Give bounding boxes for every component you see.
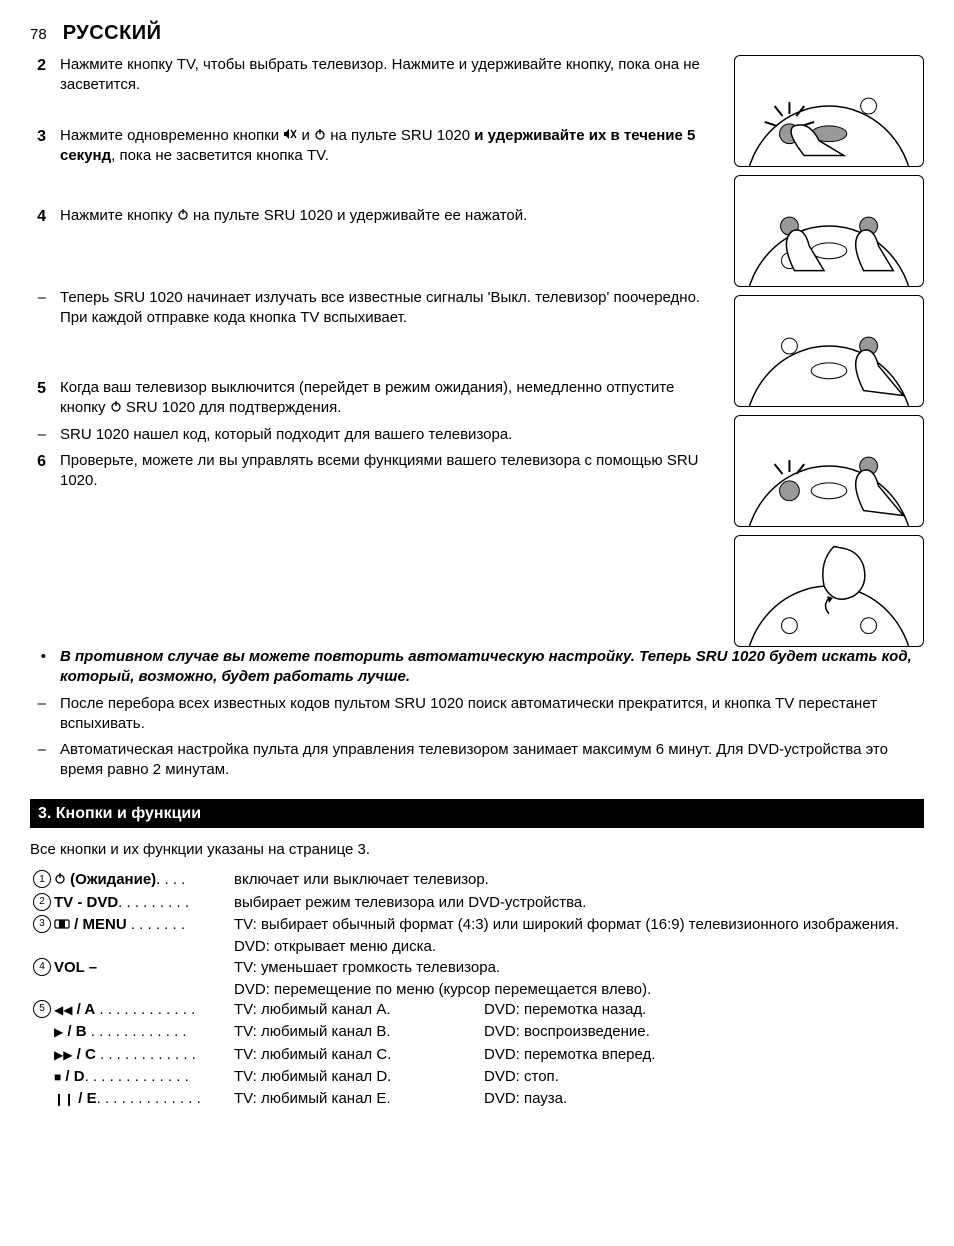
dash-marker: –	[30, 694, 46, 735]
favorite-dvd-desc: DVD: стоп.	[484, 1067, 924, 1087]
step-number: 6	[30, 451, 46, 492]
favorite-dvd-desc: DVD: пауза.	[484, 1089, 924, 1109]
step-3: 3 Нажмите одновременно кнопки и на пульт…	[30, 126, 718, 167]
remote-diagram-3	[734, 295, 924, 407]
step-4: 4 Нажмите кнопку на пульте SRU 1020 и уд…	[30, 206, 718, 228]
section-heading: 3. Кнопки и функции	[30, 799, 924, 829]
circle-number-icon: 1	[33, 870, 51, 888]
step-2: 2 Нажмите кнопку TV, чтобы выбрать телев…	[30, 55, 718, 96]
favorite-label: ▶▶ / C . . . . . . . . . . . .	[54, 1045, 234, 1065]
function-favorite-row: ■ / D. . . . . . . . . . . . .TV: любимы…	[30, 1067, 924, 1087]
function-subdesc: DVD: перемещение по меню (курсор перемещ…	[234, 980, 924, 1000]
dash-item: – SRU 1020 нашел код, который подходит д…	[30, 425, 718, 445]
bullet-item: • В противном случае вы можете повторить…	[30, 647, 924, 688]
function-favorite-row: ▶ / B . . . . . . . . . . . .TV: любимый…	[30, 1022, 924, 1042]
remote-diagram-4	[734, 415, 924, 527]
dash-item: – После перебора всех известных кодов пу…	[30, 694, 924, 735]
function-desc: TV: выбирает обычный формат (4:3) или ши…	[234, 915, 924, 935]
circle-number-icon: 2	[33, 893, 51, 911]
function-row-4: 4 VOL – TV: уменьшает громкость телевизо…	[30, 958, 924, 978]
favorite-label: ▶ / B . . . . . . . . . . . .	[54, 1022, 234, 1042]
function-label: VOL –	[54, 958, 234, 978]
function-subdesc: DVD: открывает меню диска.	[234, 937, 924, 957]
dash-marker: –	[30, 288, 46, 329]
function-favorite-row: ▶▶ / C . . . . . . . . . . . .TV: любимы…	[30, 1045, 924, 1065]
step-text: Нажмите кнопку на пульте SRU 1020 и удер…	[60, 206, 718, 228]
favorite-dvd-desc: DVD: перемотка назад.	[484, 1000, 924, 1020]
function-favorite-row: 5◀◀ / A . . . . . . . . . . . .TV: любим…	[30, 1000, 924, 1020]
step-text: Нажмите одновременно кнопки и на пульте …	[60, 126, 718, 167]
function-label: / MENU . . . . . . .	[54, 915, 234, 935]
step-text: Когда ваш телевизор выключится (перейдет…	[60, 378, 718, 419]
step-5: 5 Когда ваш телевизор выключится (перейд…	[30, 378, 718, 419]
power-icon	[110, 398, 122, 418]
step-text: Проверьте, можете ли вы управлять всеми …	[60, 451, 718, 492]
main-text-column: 2 Нажмите кнопку TV, чтобы выбрать телев…	[30, 55, 718, 647]
dash-marker: –	[30, 425, 46, 445]
favorite-label: ◀◀ / A . . . . . . . . . . . .	[54, 1000, 234, 1020]
favorite-tv-desc: TV: любимый канал E.	[234, 1089, 484, 1109]
diagram-column	[734, 55, 924, 647]
power-icon	[177, 206, 189, 226]
playback-symbol-icon: ▶	[54, 1025, 63, 1039]
playback-symbol-icon: ◀◀	[54, 1003, 72, 1017]
function-desc: включает или выключает телевизор.	[234, 870, 924, 890]
language-title: РУССКИЙ	[63, 20, 162, 47]
function-row-2: 2 TV - DVD. . . . . . . . . выбирает реж…	[30, 893, 924, 913]
remote-diagram-5	[734, 535, 924, 647]
favorite-dvd-desc: DVD: воспроизведение.	[484, 1022, 924, 1042]
dash-text: После перебора всех известных кодов пуль…	[60, 694, 924, 735]
favorite-tv-desc: TV: любимый канал B.	[234, 1022, 484, 1042]
step-6: 6 Проверьте, можете ли вы управлять всем…	[30, 451, 718, 492]
dash-marker: –	[30, 740, 46, 781]
circle-number-icon: 3	[33, 915, 51, 933]
power-icon	[314, 126, 326, 146]
step-number: 5	[30, 378, 46, 419]
bullet-text: В противном случае вы можете повторить а…	[60, 647, 924, 688]
page-number: 78	[30, 25, 47, 45]
function-desc: TV: уменьшает громкость телевизора.	[234, 958, 924, 978]
dash-text: SRU 1020 нашел код, который подходит для…	[60, 425, 512, 445]
dash-item: – Автоматическая настройка пульта для уп…	[30, 740, 924, 781]
circle-number-icon: 4	[33, 958, 51, 976]
step-text: Нажмите кнопку TV, чтобы выбрать телевиз…	[60, 55, 718, 96]
favorite-dvd-desc: DVD: перемотка вперед.	[484, 1045, 924, 1065]
bullet-marker: •	[30, 647, 46, 688]
function-row-3: 3 / MENU . . . . . . . TV: выбирает обыч…	[30, 915, 924, 935]
function-desc: выбирает режим телевизора или DVD-устрой…	[234, 893, 924, 913]
dash-item: – Теперь SRU 1020 начинает излучать все …	[30, 288, 718, 329]
function-favorite-row: ❙❙ / E. . . . . . . . . . . . .TV: любим…	[30, 1089, 924, 1109]
favorite-tv-desc: TV: любимый канал C.	[234, 1045, 484, 1065]
playback-symbol-icon: ▶▶	[54, 1048, 72, 1062]
section-intro: Все кнопки и их функции указаны на стран…	[30, 840, 924, 860]
remote-diagram-1	[734, 55, 924, 167]
favorite-label: ■ / D. . . . . . . . . . . . .	[54, 1067, 234, 1087]
step-number: 3	[30, 126, 46, 167]
function-row-1: 1 (Ожидание). . . . включает или выключа…	[30, 870, 924, 890]
favorite-tv-desc: TV: любимый канал D.	[234, 1067, 484, 1087]
favorite-label: ❙❙ / E. . . . . . . . . . . . .	[54, 1089, 234, 1109]
format-icon	[54, 915, 70, 935]
playback-symbol-icon: ❙❙	[54, 1092, 74, 1106]
function-label: TV - DVD. . . . . . . . .	[54, 893, 234, 913]
step-number: 2	[30, 55, 46, 96]
remote-diagram-2	[734, 175, 924, 287]
mute-icon	[283, 126, 297, 146]
favorite-tv-desc: TV: любимый канал A.	[234, 1000, 484, 1020]
step-number: 4	[30, 206, 46, 228]
dash-text: Теперь SRU 1020 начинает излучать все из…	[60, 288, 718, 329]
circle-number-icon: 5	[33, 1000, 51, 1018]
power-icon	[54, 870, 66, 890]
function-label: (Ожидание). . . .	[54, 870, 234, 890]
dash-text: Автоматическая настройка пульта для упра…	[60, 740, 924, 781]
